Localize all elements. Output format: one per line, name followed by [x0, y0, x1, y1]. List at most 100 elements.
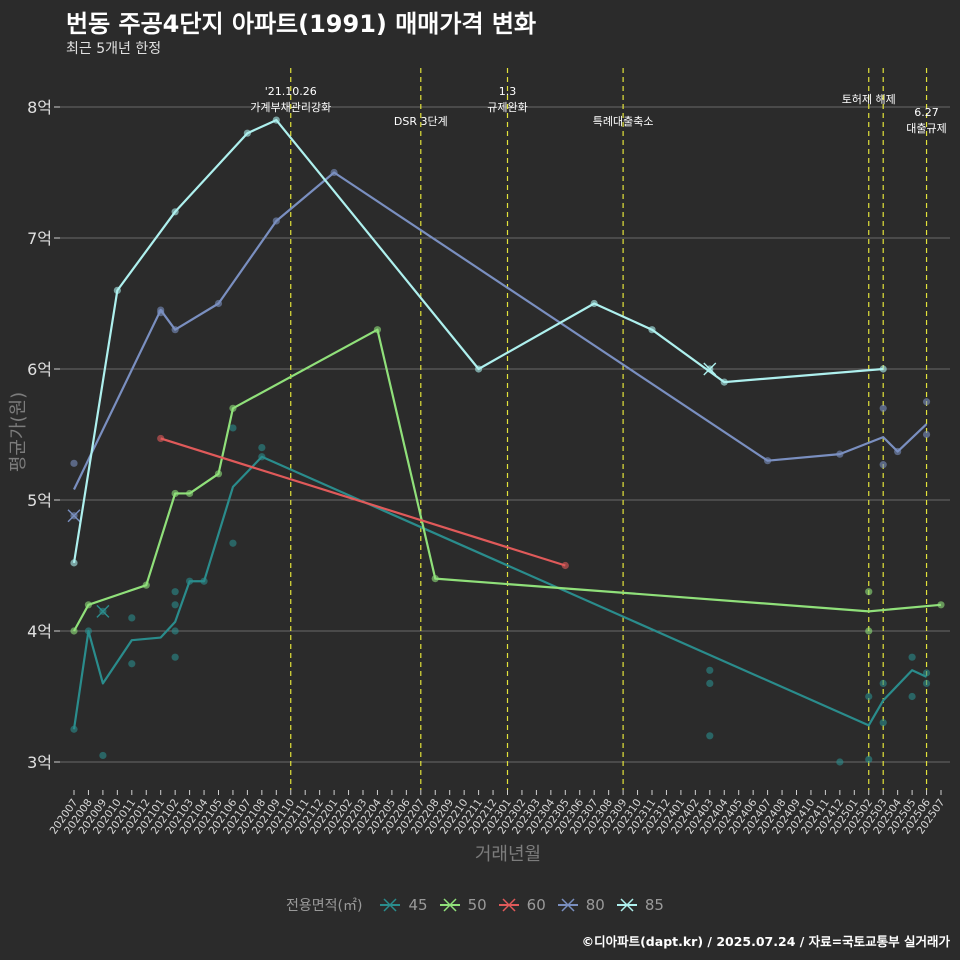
cancelled-marker-85 [703, 362, 717, 376]
policy-label: 토허제 해제 [842, 92, 896, 106]
series-line-45 [72, 455, 928, 730]
legend-key-icon [439, 898, 460, 912]
data-point-45 [706, 732, 714, 740]
legend: 전용면적(㎡) 45 50 60 80 85 [0, 893, 960, 917]
data-point-45 [865, 692, 873, 701]
data-point-80 [879, 404, 887, 412]
data-point-45 [706, 666, 714, 674]
data-point-45 [229, 539, 237, 547]
data-point-45 [84, 627, 93, 635]
data-point-50 [937, 601, 945, 609]
data-point-80 [894, 447, 902, 456]
data-point-45 [258, 453, 266, 461]
data-point-85 [272, 116, 280, 124]
data-point-80 [214, 299, 223, 308]
data-point-80 [922, 430, 931, 439]
policy-label: 가계부채관리강화 [250, 101, 331, 114]
cancelled-marker-80 [67, 509, 81, 523]
data-point-45 [200, 577, 208, 585]
policy-label: 6.27 [914, 106, 939, 119]
policy-label: 대출규제 [906, 122, 946, 135]
data-point-50 [373, 326, 382, 334]
data-point-80 [272, 217, 280, 225]
legend-key-icon [380, 898, 401, 912]
y-tick-label: 8억 [27, 98, 52, 117]
data-point-45 [70, 725, 78, 733]
legend-key-icon [616, 898, 637, 912]
data-point-50 [186, 489, 194, 498]
x-axis-title: 거래년월 [475, 844, 541, 865]
data-point-45 [128, 660, 136, 668]
data-point-85 [243, 129, 251, 137]
data-point-45 [865, 755, 873, 763]
legend-label: 80 [585, 896, 605, 914]
legend-item-60: 60 [497, 893, 546, 917]
data-point-45 [836, 758, 844, 766]
legend-title: 전용면적(㎡) [286, 898, 363, 914]
policy-label: DSR 3단계 [394, 115, 448, 128]
data-point-80 [922, 398, 931, 406]
chart-subtitle: 최근 5개년 한정 [66, 41, 162, 57]
data-point-85 [590, 299, 598, 308]
data-point-45 [922, 679, 931, 688]
data-point-45 [258, 444, 266, 452]
data-point-80 [171, 326, 179, 334]
source-caption: ©디아파트(dapt.kr) / 2025.07.24 / 자료=국토교통부 실… [581, 934, 950, 949]
data-point-80 [330, 168, 338, 177]
data-point-45 [171, 627, 179, 635]
legend-item-50: 50 [438, 893, 487, 917]
data-point-50 [171, 489, 179, 498]
data-point-45 [128, 614, 136, 622]
legend-label: 50 [467, 896, 487, 914]
data-point-45 [879, 719, 887, 727]
legend-item-85: 85 [615, 893, 664, 917]
data-point-45 [229, 424, 237, 432]
data-point-45 [908, 653, 916, 661]
series-line-85 [72, 118, 884, 564]
data-point-80 [70, 459, 78, 467]
y-tick-label: 3억 [27, 753, 52, 772]
data-point-80 [879, 461, 887, 469]
legend-label: 85 [644, 896, 664, 914]
data-point-85 [475, 365, 483, 373]
data-point-45 [171, 601, 179, 609]
policy-label: '21.10.26 [265, 85, 317, 98]
data-point-45 [171, 653, 179, 661]
data-point-60 [157, 434, 165, 443]
legend-label: 45 [408, 896, 428, 914]
legend-item-80: 80 [556, 893, 605, 917]
y-tick-label: 5억 [27, 491, 52, 510]
y-tick-label: 4억 [27, 622, 52, 641]
data-point-45 [879, 679, 887, 688]
cancelled-marker-45 [96, 604, 110, 618]
data-point-50 [865, 627, 873, 635]
legend-key-icon [557, 898, 578, 912]
data-point-60 [561, 561, 569, 570]
legend-item-45: 45 [378, 893, 428, 917]
data-point-80 [157, 309, 165, 317]
policy-label: 1.3 [499, 85, 517, 98]
legend-label: 60 [526, 896, 546, 914]
chart-title: 번동 주공4단지 아파트(1991) 매매가격 변화 [66, 10, 537, 38]
data-point-80 [836, 450, 844, 458]
data-point-45 [922, 669, 931, 677]
legend-key-icon [498, 898, 519, 912]
data-point-50 [431, 575, 439, 583]
data-point-85 [720, 378, 728, 386]
policy-label: 규제완화 [487, 101, 527, 114]
data-point-85 [879, 365, 887, 373]
y-axis-title: 평균가(원) [8, 392, 29, 472]
data-point-85 [648, 326, 656, 334]
y-tick-label: 6억 [27, 360, 52, 379]
data-point-85 [113, 286, 121, 294]
policy-label: 특례대출축소 [593, 115, 654, 128]
data-point-85 [70, 559, 78, 567]
data-point-50 [214, 470, 223, 478]
data-point-50 [84, 601, 93, 609]
data-point-50 [229, 404, 237, 412]
data-point-45 [99, 751, 107, 760]
series-line-60 [160, 437, 566, 567]
data-point-85 [171, 208, 179, 216]
data-point-45 [706, 679, 714, 688]
